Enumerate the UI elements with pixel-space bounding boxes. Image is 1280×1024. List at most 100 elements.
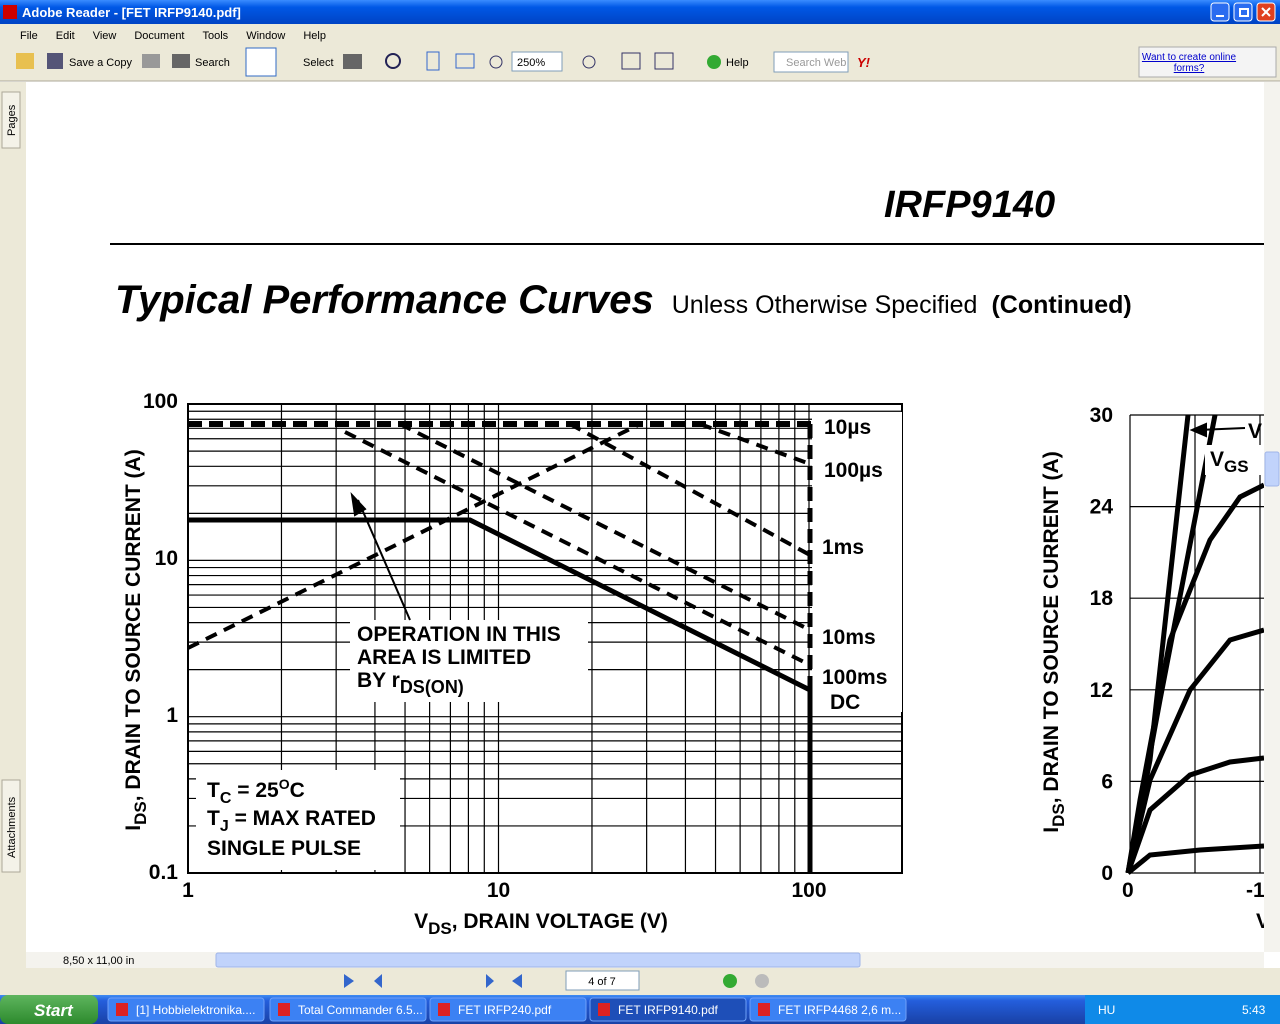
forward-button[interactable] bbox=[755, 974, 769, 988]
vgs-mask bbox=[1205, 445, 1264, 475]
heading-main: Typical Performance Curves bbox=[115, 278, 654, 322]
save-icon[interactable] bbox=[47, 53, 63, 69]
task-button[interactable] bbox=[269, 997, 427, 1022]
hand-tool[interactable] bbox=[245, 47, 277, 77]
t: T bbox=[207, 807, 220, 830]
task-label[interactable]: [1] Hobbielektronika.... bbox=[136, 1003, 255, 1017]
attachments-tab-label[interactable]: Attachments bbox=[6, 796, 18, 858]
note-text: BY r bbox=[357, 669, 400, 692]
restore-button[interactable] bbox=[1233, 2, 1253, 22]
zoom-value[interactable]: 250% bbox=[517, 57, 545, 69]
soa-y-label: IDS, DRAIN TO SOURCE CURRENT (A) bbox=[122, 449, 150, 830]
menu-item[interactable]: Edit bbox=[56, 30, 75, 42]
actual-size[interactable] bbox=[426, 51, 440, 71]
start-label[interactable]: Start bbox=[34, 1001, 74, 1020]
fit-width[interactable] bbox=[455, 53, 475, 69]
task-label[interactable]: FET IRFP9140.pdf bbox=[618, 1003, 718, 1017]
search-web-placeholder: Search Web bbox=[786, 57, 846, 69]
search-button[interactable]: Search bbox=[195, 57, 230, 69]
task-label[interactable]: FET IRFP240.pdf bbox=[458, 1003, 552, 1017]
zoom-box[interactable] bbox=[511, 51, 563, 72]
zoom-in-tool[interactable] bbox=[385, 53, 401, 69]
help-menu[interactable]: Help bbox=[726, 57, 749, 69]
conditions-box bbox=[196, 770, 400, 870]
search-icon[interactable] bbox=[172, 54, 190, 68]
condition-tc: TC = 25OC bbox=[207, 776, 305, 807]
curve-label: 10µs bbox=[824, 416, 871, 439]
menu-item[interactable]: Tools bbox=[203, 30, 229, 42]
task-label[interactable]: FET IRFP4468 2,6 m... bbox=[778, 1003, 901, 1017]
task-button[interactable] bbox=[107, 997, 265, 1022]
sup: O bbox=[279, 776, 290, 792]
menu-item[interactable]: Help bbox=[303, 30, 326, 42]
output-annotation: V bbox=[1248, 420, 1262, 443]
heading-continued: (Continued) bbox=[991, 291, 1131, 319]
zoom-out[interactable] bbox=[489, 55, 503, 69]
pages-tab[interactable] bbox=[1, 91, 21, 149]
y-tick-label: 18 bbox=[1090, 587, 1114, 610]
soa-curves bbox=[187, 421, 813, 873]
attachments-tab[interactable] bbox=[1, 779, 21, 873]
rotate-icon[interactable] bbox=[621, 52, 641, 70]
task-buttons: [1] Hobbielektronika.... Total Commander … bbox=[107, 997, 907, 1022]
vertical-thumb[interactable] bbox=[1264, 451, 1280, 487]
note-arrow bbox=[350, 491, 411, 621]
pages-icon[interactable] bbox=[654, 52, 674, 70]
language[interactable]: HU bbox=[1098, 1003, 1115, 1017]
promo-line[interactable]: forms? bbox=[1174, 63, 1205, 74]
select-tool[interactable]: Select bbox=[303, 57, 334, 69]
task-icon bbox=[278, 1003, 290, 1016]
minimize-button[interactable] bbox=[1210, 2, 1230, 22]
x-tick-label: -1 bbox=[1246, 879, 1265, 902]
task-button[interactable] bbox=[429, 997, 587, 1022]
rest: , DRAIN TO SOURCE CURRENT (A) bbox=[122, 449, 145, 801]
soa-x-label: VDS, DRAIN VOLTAGE (V) bbox=[414, 910, 668, 938]
curve-label: DC bbox=[830, 691, 860, 714]
task-button[interactable] bbox=[589, 997, 747, 1022]
task-label[interactable]: Total Commander 6.5... bbox=[298, 1003, 423, 1017]
back-button[interactable] bbox=[723, 974, 737, 988]
pages-tab-label[interactable]: Pages bbox=[6, 104, 18, 136]
eq: = 25 bbox=[231, 779, 279, 802]
search-web-box[interactable] bbox=[773, 51, 849, 73]
snapshot-tool[interactable] bbox=[343, 54, 362, 69]
curve-1ms bbox=[569, 422, 811, 557]
output-curve bbox=[1126, 843, 1264, 875]
output-curve bbox=[1125, 627, 1264, 874]
y-tick-label: 12 bbox=[1090, 679, 1113, 702]
yahoo-icon[interactable]: Y! bbox=[857, 55, 871, 70]
print-icon[interactable] bbox=[142, 54, 160, 68]
app-icon bbox=[3, 5, 17, 19]
save-button[interactable]: Save a Copy bbox=[69, 57, 132, 69]
x-tick-label: 0 bbox=[1122, 879, 1134, 902]
help-icon[interactable] bbox=[707, 55, 721, 69]
x-tick-label: 100 bbox=[791, 879, 826, 902]
promo-line[interactable]: Want to create online bbox=[1142, 52, 1237, 63]
task-button[interactable] bbox=[749, 997, 907, 1022]
curve-label: 10ms bbox=[822, 626, 876, 649]
page-box[interactable] bbox=[565, 970, 640, 991]
sub: DS bbox=[1049, 803, 1068, 827]
promo-box[interactable] bbox=[1138, 46, 1277, 78]
curve-100ms bbox=[344, 430, 811, 667]
menu-item[interactable]: Window bbox=[246, 30, 285, 42]
horizontal-thumb[interactable] bbox=[215, 952, 861, 968]
start-button[interactable] bbox=[0, 995, 98, 1024]
menu-item[interactable]: Document bbox=[134, 30, 184, 42]
open-icon[interactable] bbox=[16, 53, 34, 69]
i: I bbox=[122, 825, 145, 831]
page-number[interactable]: 4 of 7 bbox=[588, 976, 616, 988]
title-bar bbox=[0, 0, 1280, 24]
condition-tj: TJ = MAX RATED bbox=[207, 807, 376, 835]
menu-item[interactable]: View bbox=[93, 30, 117, 42]
y-tick-label: 10 bbox=[155, 547, 178, 570]
page-nav-buttons[interactable] bbox=[344, 974, 522, 988]
vertical-scrollbar[interactable] bbox=[1264, 82, 1280, 952]
menu-item[interactable]: File bbox=[20, 30, 38, 42]
sub: DS bbox=[131, 801, 150, 825]
note-line: BY rDS(ON) bbox=[357, 669, 464, 697]
zoom-in[interactable] bbox=[582, 55, 596, 69]
note-box bbox=[350, 620, 588, 702]
